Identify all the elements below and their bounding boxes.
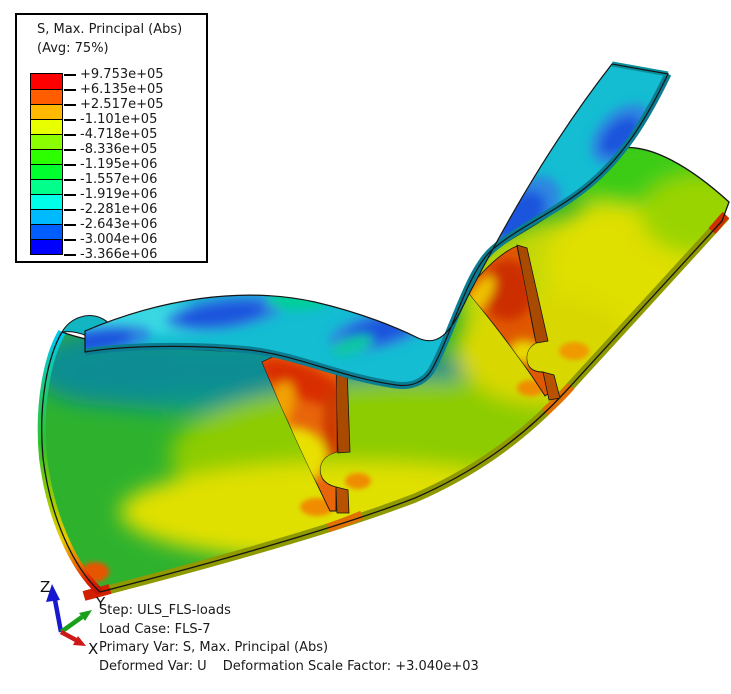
colorbar-band	[31, 89, 62, 104]
axis-y-arrow	[59, 610, 92, 634]
status-primary-var: Primary Var: S, Max. Principal (Abs)	[99, 640, 329, 655]
colorbar-tick	[64, 118, 76, 121]
legend-title: S, Max. Principal (Abs)	[37, 22, 183, 37]
web-frame-2	[466, 244, 561, 401]
axis-x-label: X	[88, 640, 98, 658]
colorbar-tick	[64, 253, 76, 256]
colorbar-tick-label: -4.718e+05	[80, 126, 158, 142]
colorbar-band	[31, 164, 62, 179]
status-block: Step: ULS_FLS-loads Load Case: FLS-7 Pri…	[99, 602, 479, 676]
colorbar-band	[31, 119, 62, 134]
colorbar-band	[31, 104, 62, 119]
colorbar-tick	[64, 88, 76, 91]
colorbar-tick-label: -3.366e+06	[80, 246, 158, 262]
colorbar-tick-label: +2.517e+05	[80, 96, 164, 112]
legend-colorbar	[30, 73, 63, 255]
colorbar-tick	[64, 178, 76, 181]
colorbar-tick-label: -1.101e+05	[80, 111, 158, 127]
colorbar-tick	[64, 193, 76, 196]
colorbar-tick-label: -1.557e+06	[80, 171, 158, 187]
colorbar-tick-label: -2.643e+06	[80, 216, 158, 232]
legend-colorbar-area: +9.753e+05 +6.135e+05 +2.517e+05 -1.101e+05…	[30, 67, 200, 262]
colorbar-tick	[64, 103, 76, 106]
status-load-case: Load Case: FLS-7	[99, 621, 211, 637]
colorbar-tick	[64, 223, 76, 226]
colorbar-tick	[64, 208, 76, 211]
axis-z-label: Z	[40, 578, 50, 596]
colorbar-band	[31, 134, 62, 149]
status-scale-factor: Deformation Scale Factor: +3.040e+03	[222, 658, 479, 674]
colorbar-tick-label: -1.919e+06	[80, 186, 158, 202]
colorbar-tick	[64, 148, 76, 151]
colorbar-band	[31, 74, 62, 89]
colorbar-band	[31, 149, 62, 164]
colorbar-tick-label: +9.753e+05	[80, 66, 164, 82]
results-legend: S, Max. Principal (Abs) (Avg: 75%) +9.75…	[15, 13, 208, 263]
colorbar-tick-label: -2.281e+06	[80, 201, 158, 217]
axis-z-arrow	[46, 584, 64, 633]
colorbar-band	[31, 209, 62, 224]
status-deformed-line: Deformed Var: U Deformation Scale Factor:…	[99, 658, 479, 677]
colorbar-tick-label: -3.004e+06	[80, 231, 158, 247]
colorbar-tick	[64, 133, 76, 136]
colorbar-band	[31, 179, 62, 194]
colorbar-tick-label: -8.336e+05	[80, 141, 158, 157]
status-deformed-var: Deformed Var: U	[99, 658, 207, 674]
axis-x-arrow	[59, 630, 86, 646]
axis-y-label: Y	[95, 594, 106, 612]
legend-subtitle: (Avg: 75%)	[37, 41, 109, 56]
status-step: Step: ULS_FLS-loads	[99, 603, 231, 618]
colorbar-band	[31, 194, 62, 209]
colorbar-tick	[64, 238, 76, 241]
colorbar-tick	[64, 163, 76, 166]
colorbar-tick	[64, 73, 76, 76]
colorbar-tick-label: -1.195e+06	[80, 156, 158, 172]
colorbar-tick-label: +6.135e+05	[80, 81, 164, 97]
orientation-triad: Z Y X	[40, 578, 106, 658]
colorbar-band	[31, 224, 62, 239]
colorbar-band	[31, 239, 62, 254]
